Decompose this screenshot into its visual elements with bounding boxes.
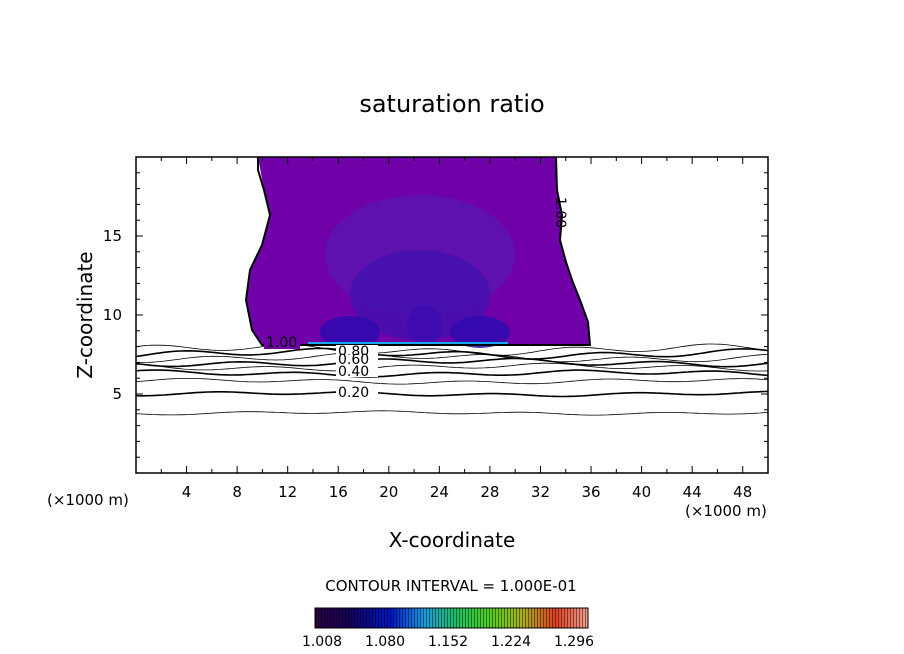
- y-tick-label: 5: [112, 385, 122, 403]
- y-tick-label: 15: [103, 227, 122, 245]
- colorbar-tick-labels: 1.008 1.080 1.152 1.224 1.296: [302, 634, 594, 650]
- x-axis-label: X-coordinate: [389, 528, 516, 552]
- region-core-right: [450, 316, 510, 348]
- contour-line: [136, 378, 768, 385]
- colorbar-tick-label: 1.152: [428, 634, 468, 650]
- x-tick-label: 4: [182, 483, 192, 501]
- x-unit-label: (×1000 m): [685, 502, 767, 520]
- contour-lines: [136, 343, 768, 416]
- x-tick-label: 48: [733, 483, 752, 501]
- contour-label-1-00-left: 1.00: [266, 335, 297, 351]
- contour-line: [136, 343, 768, 356]
- region-core-left: [320, 316, 380, 348]
- x-tick-label: 12: [278, 483, 297, 501]
- x-tick-label: 28: [480, 483, 499, 501]
- x-tick-label: 8: [232, 483, 242, 501]
- contour-line: [136, 369, 768, 378]
- colorbar-tick-label: 1.080: [365, 634, 405, 650]
- contour-label-0-40: 0.40: [338, 364, 369, 380]
- y-tick-label: 10: [103, 306, 122, 324]
- x-tick-label: 16: [329, 483, 348, 501]
- y-axis-label: Z-coordinate: [73, 251, 97, 378]
- contour-line: [136, 390, 768, 398]
- contour-label-1-00-right: 1.00: [552, 197, 568, 228]
- plot-body: [136, 157, 768, 416]
- x-tick-label: 36: [581, 483, 600, 501]
- region-core-center: [407, 305, 443, 345]
- chart-title: saturation ratio: [359, 90, 544, 118]
- z-unit-label: (×1000 m): [47, 491, 129, 509]
- colorbar-tick-label: 1.008: [302, 634, 342, 650]
- x-tick-label: 44: [683, 483, 702, 501]
- contour-line: [136, 352, 768, 363]
- contour-interval-text: CONTOUR INTERVAL = 1.000E-01: [325, 577, 576, 595]
- contour-line: [136, 362, 768, 372]
- contour-line: [136, 410, 768, 416]
- x-tick-label: 20: [379, 483, 398, 501]
- contour-line: [136, 357, 768, 368]
- region-base-band: [308, 342, 508, 345]
- y-axis-ticks: 5 10 15: [103, 172, 768, 458]
- colorbar-tick-label: 1.224: [491, 634, 531, 650]
- x-tick-label: 32: [531, 483, 550, 501]
- contour-label-0-20: 0.20: [338, 385, 369, 401]
- contour-1-00-outline: [244, 157, 592, 346]
- region-core-mid: [350, 250, 490, 340]
- colorbar-tick-label: 1.296: [554, 634, 594, 650]
- contour-labels: 1.00 1.00 0.80 0.60 0.40 0.20: [264, 197, 568, 401]
- contour-line: [136, 347, 768, 360]
- colorbar-stripes: [315, 608, 588, 628]
- x-axis-ticks: 4 8 12 16 20 24 28 32 36 40 44 48: [160, 157, 752, 501]
- x-tick-label: 40: [632, 483, 651, 501]
- x-tick-label: 24: [430, 483, 449, 501]
